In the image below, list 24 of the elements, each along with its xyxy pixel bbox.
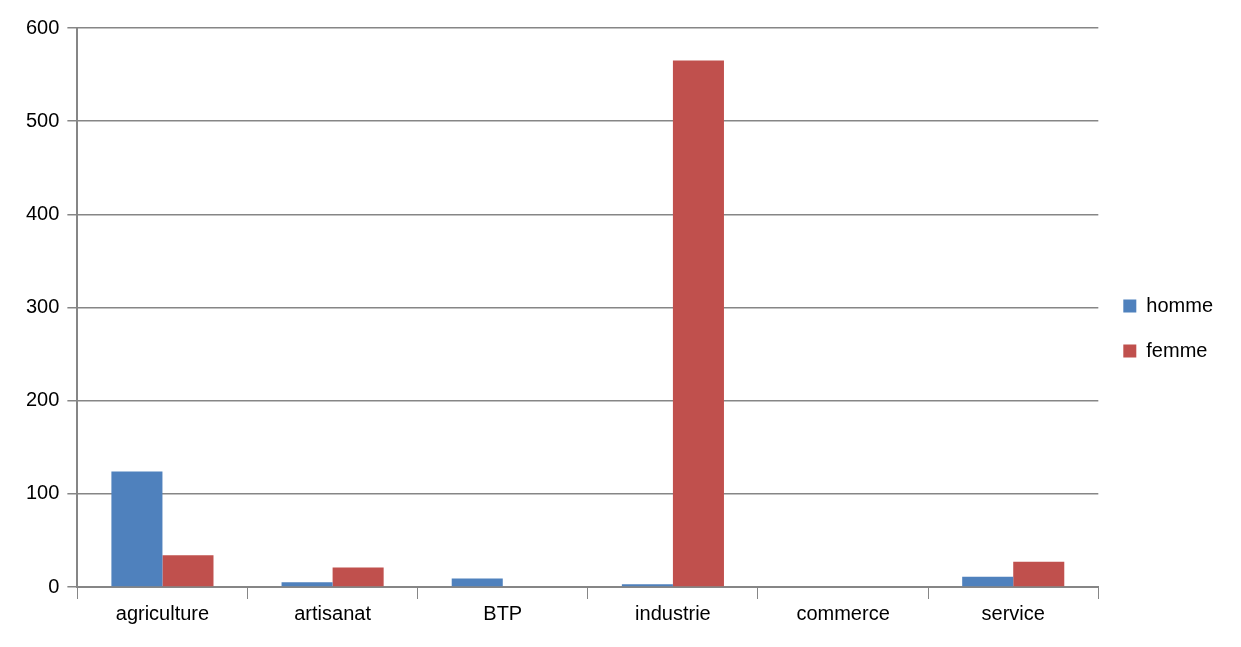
x-tick-label: service bbox=[981, 601, 1045, 624]
bar bbox=[1013, 561, 1065, 587]
bar bbox=[672, 60, 724, 587]
bar bbox=[621, 584, 673, 587]
y-tick-label: 200 bbox=[25, 388, 60, 411]
bar bbox=[962, 576, 1014, 587]
x-tick-label: artisanat bbox=[294, 601, 372, 624]
x-tick-label: BTP bbox=[483, 601, 523, 624]
legend-label: femme bbox=[1146, 338, 1208, 361]
bar bbox=[451, 578, 503, 587]
y-tick-label: 0 bbox=[48, 574, 60, 597]
y-tick-label: 500 bbox=[25, 108, 60, 131]
bar bbox=[332, 567, 384, 587]
bar bbox=[162, 555, 214, 587]
x-tick-label: agriculture bbox=[115, 601, 210, 624]
y-tick-label: 600 bbox=[25, 15, 60, 38]
y-tick-label: 400 bbox=[25, 201, 60, 224]
x-tick-label: commerce bbox=[796, 601, 890, 624]
bar bbox=[111, 471, 163, 587]
legend-label: homme bbox=[1146, 293, 1214, 316]
y-tick-label: 100 bbox=[25, 481, 60, 504]
bar bbox=[281, 582, 333, 587]
y-tick-label: 300 bbox=[25, 295, 60, 318]
x-tick-label: industrie bbox=[635, 601, 711, 624]
